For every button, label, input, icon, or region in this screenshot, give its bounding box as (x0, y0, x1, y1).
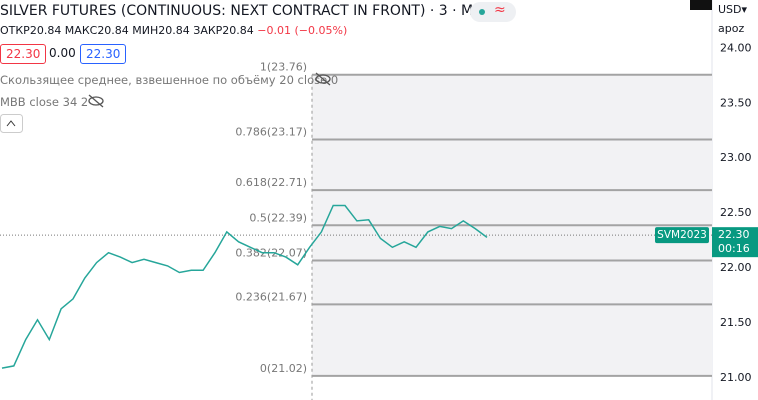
fib-label: 0(21.02) (260, 362, 307, 375)
price-line (1, 204, 488, 369)
price-tick-label: 22.50 (720, 206, 752, 219)
change: −0.01 (−0.05%) (257, 24, 348, 37)
price-tick-label: 23.00 (720, 151, 752, 164)
buy-button[interactable]: 22.30 (80, 44, 127, 64)
fib-label: 0.236(21.67) (235, 290, 307, 303)
price-tick-label: 22.00 (720, 261, 752, 274)
symbol-tag-bg (655, 227, 709, 244)
last-price-bg (712, 227, 758, 258)
indicator-label[interactable]: MBB close 34 2 (0, 95, 89, 109)
price-tick-label: 21.50 (720, 316, 752, 329)
symbol-tag: SVM2023 (657, 229, 707, 241)
countdown: 00:16 (718, 242, 750, 255)
last-price-label: 22.30 (718, 228, 750, 241)
ohlc-values: ОТКР20.84 МАКС20.84 МИН20.84 ЗАКР20.84 (0, 24, 254, 37)
fib-label: 0.786(23.17) (235, 126, 307, 139)
indicator-label[interactable]: Скользящее среднее, взвешенное по объёму… (0, 73, 339, 87)
price-tick-label: 24.00 (720, 41, 752, 54)
sell-button[interactable]: 22.30 (0, 44, 47, 64)
fib-label: 0.5(22.39) (249, 211, 307, 224)
spread: 0.00 (49, 46, 76, 60)
fib-label: 0.618(22.71) (235, 176, 307, 189)
symbol-title[interactable]: SILVER FUTURES (CONTINUOUS: NEXT CONTRAC… (0, 3, 503, 19)
currency[interactable]: USD▾ (718, 3, 748, 16)
price-tick-label: 21.00 (720, 371, 752, 384)
price-tick-label: 23.50 (720, 96, 752, 109)
scale-mode[interactable]: apoz (718, 22, 745, 35)
fib-label: 1(23.76) (260, 61, 307, 74)
status-pill[interactable]: ≈ (470, 2, 516, 22)
ohlc: ОТКР20.84 МАКС20.84 МИН20.84 ЗАКР20.84 −… (0, 24, 347, 37)
